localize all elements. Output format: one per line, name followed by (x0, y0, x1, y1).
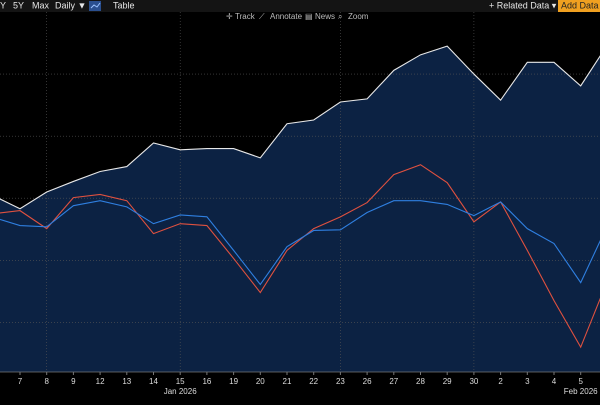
x-tick-label: 13 (122, 377, 131, 386)
chart-icon (90, 2, 101, 9)
x-period-label: Jan 2026 (164, 387, 197, 396)
area-fill (0, 46, 600, 372)
series-line (0, 200, 600, 286)
x-tick-label: 8 (44, 377, 49, 386)
range-button[interactable]: Y (0, 0, 6, 10)
x-tick-label: 21 (283, 377, 292, 386)
x-tick-label: 29 (443, 377, 452, 386)
tool-icon: ✛ (226, 12, 233, 21)
table-button[interactable]: Table (113, 0, 135, 10)
x-axis-area (0, 372, 600, 400)
x-tick-label: 27 (389, 377, 398, 386)
add-data-button[interactable] (558, 0, 600, 12)
x-tick-label: 2 (498, 377, 503, 386)
x-tick-label: 7 (18, 377, 23, 386)
plot (0, 12, 600, 372)
toolbar (0, 0, 600, 12)
tool-icon: ⟋ (259, 12, 265, 21)
x-tick-label: 26 (363, 377, 372, 386)
range-button[interactable]: 5Y (13, 0, 24, 10)
x-tick-label: 19 (229, 377, 238, 386)
x-tick-label: 3 (525, 377, 530, 386)
track-tool[interactable]: Track (235, 12, 256, 21)
annotate-tool[interactable]: Annotate (270, 12, 303, 21)
x-tick-label: 20 (256, 377, 265, 386)
zoom-tool[interactable]: Zoom (348, 12, 369, 21)
news-tool[interactable]: News (315, 12, 335, 21)
x-tick-label: 30 (469, 377, 478, 386)
related-data-button[interactable]: + Related Data ▾ (489, 0, 557, 10)
tool-icon: ▤ (305, 12, 313, 21)
series-line (0, 164, 600, 349)
x-tick-label: 15 (176, 377, 185, 386)
x-tick-label: 14 (149, 377, 158, 386)
tool-icon: ⌕ (338, 12, 342, 21)
x-tick-label: 4 (552, 377, 557, 386)
x-tick-label: 22 (309, 377, 318, 386)
x-period-label: Feb 2026 (564, 387, 598, 396)
range-button[interactable]: Max (32, 0, 50, 10)
x-tick-label: 16 (202, 377, 211, 386)
x-tick-label: 23 (336, 377, 345, 386)
x-tick-label: 5 (578, 377, 583, 386)
series-line (0, 45, 600, 210)
x-tick-label: 9 (71, 377, 76, 386)
add-data-label: Add Data (561, 0, 599, 10)
frequency-dropdown[interactable]: Daily ▼ (55, 0, 86, 10)
x-tick-label: 28 (416, 377, 425, 386)
x-tick-label: 12 (96, 377, 105, 386)
